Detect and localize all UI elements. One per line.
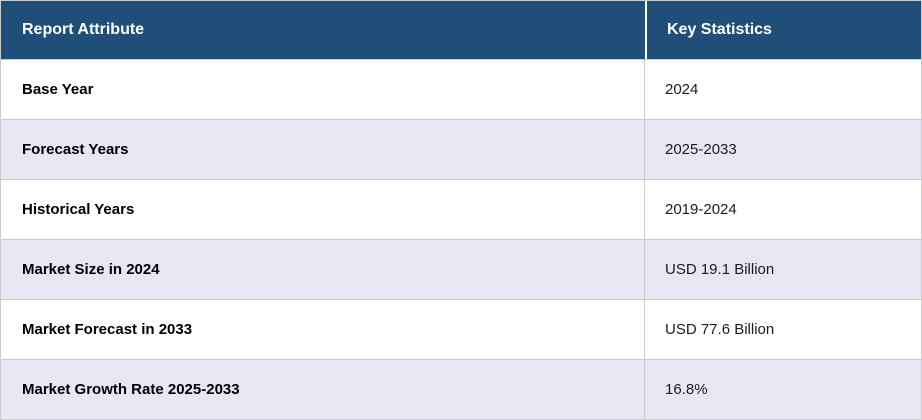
attribute-cell: Base Year (1, 59, 645, 119)
attribute-cell: Market Size in 2024 (1, 239, 645, 299)
column-header-key-statistics: Key Statistics (645, 1, 921, 59)
attribute-cell: Market Forecast in 2033 (1, 299, 645, 359)
value-cell: 16.8% (645, 359, 921, 419)
value-cell: 2025-2033 (645, 119, 921, 179)
column-header-report-attribute: Report Attribute (1, 1, 645, 59)
value-cell: 2019-2024 (645, 179, 921, 239)
table-row-base-year: Base Year 2024 (1, 59, 921, 119)
table-row-historical-years: Historical Years 2019-2024 (1, 179, 921, 239)
table-body: Base Year 2024 Forecast Years 2025-2033 … (1, 59, 921, 419)
header-row: Report Attribute Key Statistics (1, 1, 921, 59)
attribute-cell: Historical Years (1, 179, 645, 239)
table-row-forecast-years: Forecast Years 2025-2033 (1, 119, 921, 179)
value-cell: USD 19.1 Billion (645, 239, 921, 299)
attribute-cell: Market Growth Rate 2025-2033 (1, 359, 645, 419)
table-row-market-growth-rate: Market Growth Rate 2025-2033 16.8% (1, 359, 921, 419)
table-row-market-size-2024: Market Size in 2024 USD 19.1 Billion (1, 239, 921, 299)
table-row-market-forecast-2033: Market Forecast in 2033 USD 77.6 Billion (1, 299, 921, 359)
value-cell: USD 77.6 Billion (645, 299, 921, 359)
value-cell: 2024 (645, 59, 921, 119)
table-header: Report Attribute Key Statistics (1, 1, 921, 59)
attribute-cell: Forecast Years (1, 119, 645, 179)
